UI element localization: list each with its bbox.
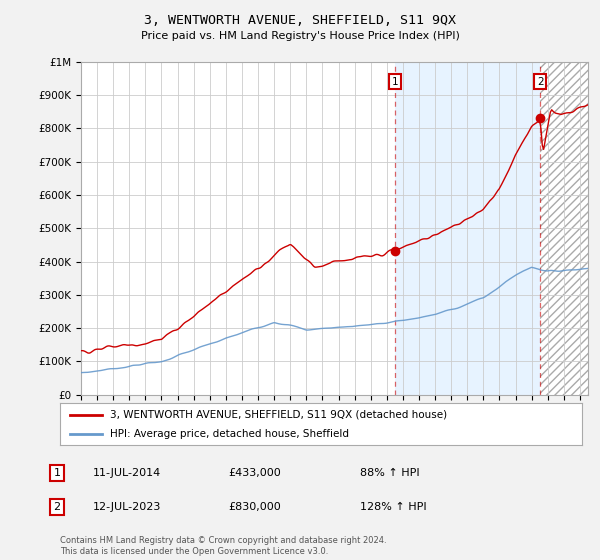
Text: 128% ↑ HPI: 128% ↑ HPI	[360, 502, 427, 512]
Text: 1: 1	[53, 468, 61, 478]
Text: £433,000: £433,000	[228, 468, 281, 478]
Text: Price paid vs. HM Land Registry's House Price Index (HPI): Price paid vs. HM Land Registry's House …	[140, 31, 460, 41]
Text: Contains HM Land Registry data © Crown copyright and database right 2024.
This d: Contains HM Land Registry data © Crown c…	[60, 536, 386, 556]
Text: 3, WENTWORTH AVENUE, SHEFFIELD, S11 9QX: 3, WENTWORTH AVENUE, SHEFFIELD, S11 9QX	[144, 14, 456, 27]
Text: 1: 1	[392, 77, 398, 87]
Text: 2: 2	[537, 77, 544, 87]
Bar	[395, 62, 540, 395]
Text: 3, WENTWORTH AVENUE, SHEFFIELD, S11 9QX (detached house): 3, WENTWORTH AVENUE, SHEFFIELD, S11 9QX …	[110, 409, 447, 419]
Text: 12-JUL-2023: 12-JUL-2023	[93, 502, 161, 512]
Bar	[540, 62, 588, 395]
Text: 11-JUL-2014: 11-JUL-2014	[93, 468, 161, 478]
Bar	[540, 62, 588, 395]
Text: 2: 2	[53, 502, 61, 512]
Text: HPI: Average price, detached house, Sheffield: HPI: Average price, detached house, Shef…	[110, 429, 349, 439]
Text: £830,000: £830,000	[228, 502, 281, 512]
Text: 88% ↑ HPI: 88% ↑ HPI	[360, 468, 419, 478]
